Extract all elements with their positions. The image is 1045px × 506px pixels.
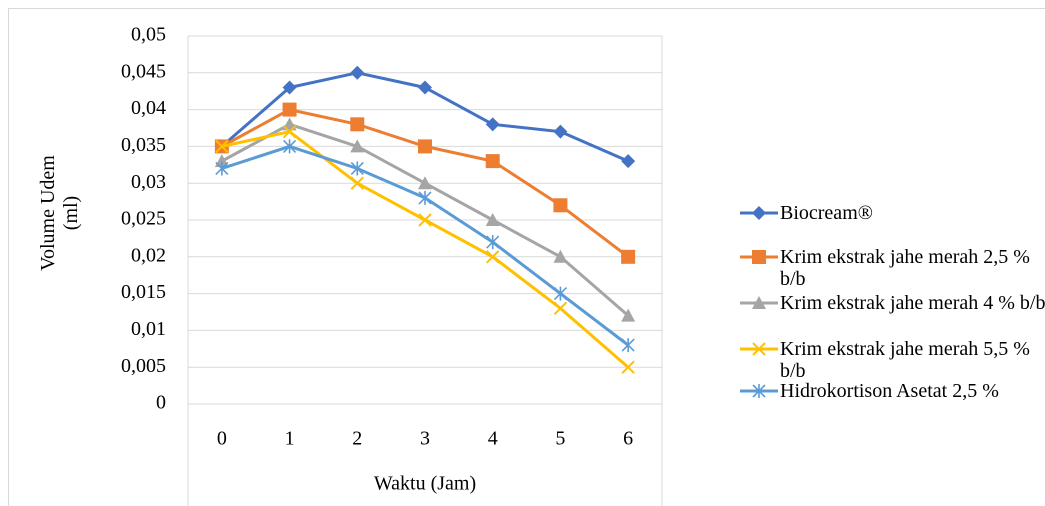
marker xyxy=(752,296,766,309)
marker xyxy=(752,250,766,264)
legend-item: Krim ekstrak jahe merah 4 % b/b xyxy=(738,292,1045,314)
marker xyxy=(485,213,500,226)
marker xyxy=(752,206,766,220)
marker xyxy=(282,80,297,95)
marker xyxy=(486,235,500,250)
y-tick-label: 0,005 xyxy=(121,355,166,377)
marker xyxy=(418,190,432,205)
legend-icon xyxy=(740,342,778,356)
marker xyxy=(553,198,568,213)
legend-label: Krim ekstrak jahe merah 4 % b/b xyxy=(780,292,1045,314)
marker xyxy=(621,338,635,353)
marker xyxy=(621,154,636,169)
marker xyxy=(418,213,432,227)
marker xyxy=(621,308,636,322)
marker xyxy=(282,102,297,117)
marker xyxy=(485,117,500,132)
y-tick-label: 0,01 xyxy=(131,318,166,340)
legend-label: Hidrokortison Asetat 2,5 % xyxy=(780,380,999,402)
series-line xyxy=(221,130,630,369)
legend-item: Krim ekstrak jahe merah 2,5 % b/b xyxy=(738,246,1045,290)
marker xyxy=(418,176,432,190)
y-tick-label: 0,02 xyxy=(131,244,166,266)
legend-icon xyxy=(740,250,778,264)
y-tick-label: 0,04 xyxy=(131,97,166,119)
marker xyxy=(350,139,365,153)
marker xyxy=(350,176,364,190)
y-tick-label: 0,035 xyxy=(121,134,166,156)
y-tick-label: 0 xyxy=(156,392,166,414)
x-tick-label: 6 xyxy=(623,428,633,450)
marker xyxy=(215,161,229,176)
marker xyxy=(553,286,567,301)
legend-item: Biocream® xyxy=(738,202,1045,224)
marker xyxy=(621,360,635,374)
marker xyxy=(418,139,432,154)
x-tick-label: 3 xyxy=(420,428,430,450)
legend-icon xyxy=(740,206,778,220)
x-tick-label: 5 xyxy=(555,428,565,450)
legend-item: Hidrokortison Asetat 2,5 % xyxy=(738,380,1045,402)
legend-icon xyxy=(740,296,778,309)
legend-label: Biocream® xyxy=(780,202,873,224)
legend-label: Krim ekstrak jahe merah 5,5 % b/b xyxy=(780,338,1030,382)
marker xyxy=(283,139,297,154)
chart-border xyxy=(8,8,1045,506)
marker xyxy=(485,154,500,169)
marker xyxy=(418,80,432,95)
marker xyxy=(350,161,364,176)
x-tick-label: 0 xyxy=(217,428,227,450)
y-tick-label: 0,03 xyxy=(131,171,166,193)
legend-item: Krim ekstrak jahe merah 5,5 % b/b xyxy=(738,338,1045,382)
x-axis-title: Waktu (Jam) xyxy=(374,473,476,495)
legend-icon xyxy=(740,384,778,398)
legend-label: Krim ekstrak jahe merah 2,5 % b/b xyxy=(780,246,1030,290)
y-tick-label: 0,045 xyxy=(121,60,166,82)
marker xyxy=(553,124,568,139)
marker xyxy=(553,301,568,316)
y-tick-label: 0,025 xyxy=(121,208,166,230)
marker xyxy=(752,342,766,356)
marker xyxy=(752,384,766,398)
marker xyxy=(215,139,229,154)
marker xyxy=(350,65,365,80)
marker xyxy=(486,250,500,264)
marker xyxy=(553,249,568,263)
marker xyxy=(621,249,636,264)
x-tick-label: 1 xyxy=(285,428,295,450)
marker xyxy=(350,117,365,132)
marker xyxy=(282,117,297,131)
y-axis-title: Volume Udem (ml) xyxy=(37,155,82,271)
y-tick-label: 0,05 xyxy=(131,24,166,46)
marker xyxy=(282,124,297,139)
x-tick-label: 2 xyxy=(352,428,362,450)
x-tick-label: 4 xyxy=(488,428,498,450)
y-tick-label: 0,015 xyxy=(121,281,166,303)
